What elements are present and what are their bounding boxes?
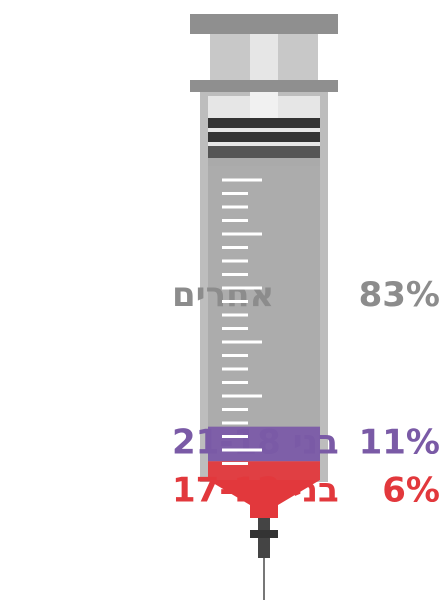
- value-label: 6%: [382, 471, 440, 511]
- category-label: בני 21-18: [172, 422, 339, 462]
- infographic: 6%בני 17-1211%בני 21-1883%אחרים: [0, 0, 445, 603]
- value-label: 83%: [359, 275, 440, 315]
- value-label: 11%: [359, 422, 440, 462]
- category-label: אחרים: [172, 275, 274, 315]
